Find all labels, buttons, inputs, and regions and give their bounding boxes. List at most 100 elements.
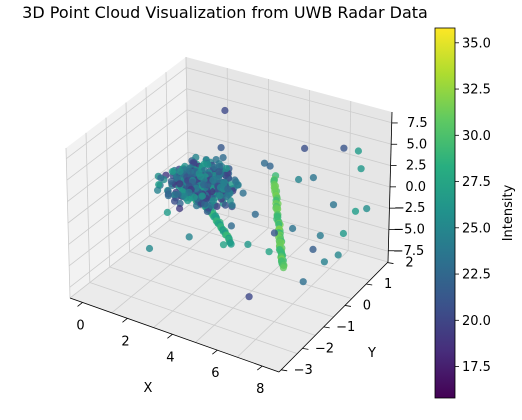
data-point [279,264,287,272]
data-point [228,201,236,209]
data-point [227,222,235,230]
data-point [157,174,165,182]
data-point [339,229,347,238]
data-point [164,192,172,200]
colorbar-tick-label: 22.5 [462,268,491,283]
chart-title: 3D Point Cloud Visualization from UWB Ra… [22,3,428,22]
data-point [190,193,198,201]
data-point [320,258,328,266]
pane-back [186,57,392,262]
z-tick-label: −2.5 [394,201,426,216]
y-tick [281,369,288,372]
data-point [363,205,371,213]
x-axis-label: X [144,381,153,396]
data-point [295,175,303,184]
data-point [299,278,307,286]
colorbar-tick-label: 32.5 [462,83,491,98]
data-point [213,202,221,210]
point-cloud [145,106,371,301]
data-point [272,204,280,212]
data-point [163,208,171,216]
data-point [260,159,269,167]
data-point [251,210,259,218]
data-point [201,200,209,208]
y-tick-label: −3 [294,363,313,378]
data-point [215,168,223,176]
data-point [309,174,317,182]
data-point [351,207,360,215]
data-point [198,192,206,200]
y-tick-label: 0 [363,298,371,313]
grid-line [149,235,352,300]
grid-line [129,251,334,318]
data-point [219,154,227,162]
data-point [219,241,228,249]
colorbar-gradient [434,27,456,399]
data-point [316,232,324,240]
data-point [184,197,192,205]
grid-line [308,89,310,240]
colorbar-tick-label: 35.0 [462,36,491,51]
data-point [301,144,309,152]
y-tick [323,326,330,329]
data-point [185,188,193,196]
z-tick-label: 7.5 [407,116,428,131]
data-point [168,167,176,176]
x-tick [122,318,128,323]
y-tick-label: −1 [336,320,355,335]
x-tick-label: 6 [211,366,219,381]
data-point [186,168,195,176]
data-point [154,186,162,194]
colorbar: 17.5 20.0 22.5 25.0 27.5 30.0 32.5 35.0 Intensit… [434,27,516,399]
x-tick-label: 2 [121,334,129,349]
grid-line [109,266,316,336]
data-point [176,180,184,188]
z-tick-label: −7.5 [393,244,425,259]
data-point [309,245,317,253]
z-tick-label: −5.0 [393,222,425,237]
data-point [340,144,348,152]
z-axis-line [387,111,393,263]
data-point [227,240,235,248]
data-point [265,248,273,256]
x-tick [212,349,218,355]
y-tick [387,262,394,264]
data-point [167,177,175,185]
z-tick-label: 0.0 [405,180,426,195]
data-point [221,106,229,115]
x-tick [257,365,263,371]
data-point [171,197,179,205]
y-tick-label: 1 [384,277,392,292]
data-point [204,160,212,169]
data-point [212,156,220,164]
data-point [217,144,225,152]
y-tick [344,305,352,307]
x-tick [167,333,173,339]
data-point [176,167,184,176]
y-tick [302,347,309,350]
data-point [245,293,253,301]
data-point [357,165,365,173]
z-tick-label: 2.5 [406,159,427,174]
data-point [155,181,163,189]
data-point [185,233,193,241]
grid-line [188,204,389,263]
colorbar-label: Intensity [501,184,516,241]
x-axis-line [69,297,280,373]
data-point [209,197,217,205]
data-point [145,244,154,253]
y-tick-label: −2 [315,341,334,356]
data-point [174,190,182,198]
x-tick-label: 8 [256,382,264,397]
data-point [200,181,208,189]
data-point [334,251,342,259]
data-point [196,173,205,181]
data-point [232,178,240,186]
y-tick-label: 2 [405,256,413,271]
data-point [209,176,217,184]
colorbar-tick-label: 27.5 [462,175,491,190]
data-point [222,164,230,173]
x-tick-label: 0 [76,318,84,333]
z-tick-label: 5.0 [406,137,427,152]
